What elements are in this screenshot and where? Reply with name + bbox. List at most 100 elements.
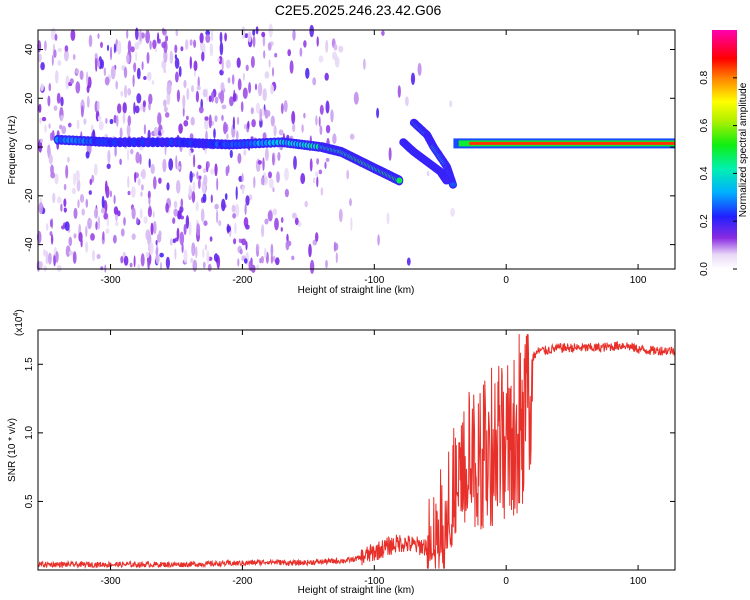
- spectrogram-noise-blob: [204, 118, 209, 130]
- spectrogram-noise-blob: [272, 187, 275, 193]
- spectrogram-noise-blob: [52, 192, 56, 204]
- spectrogram-noise-blob: [193, 39, 197, 48]
- spectrogram-noise-blob: [100, 266, 104, 271]
- spectrogram-noise-blob: [229, 149, 233, 159]
- snr-x-label: Height of straight line (km): [298, 585, 415, 596]
- spectrogram-noise-blob: [105, 117, 108, 124]
- spectrogram-noise-blob: [309, 158, 313, 172]
- spectrogram-noise-blob: [133, 255, 136, 268]
- spectrogram-noise-blob: [96, 100, 100, 112]
- spectrogram-noise-blob: [126, 123, 131, 137]
- spectrogram-noise-blob: [196, 85, 201, 91]
- spectrogram-noise-blob: [208, 114, 212, 129]
- spectrogram-noise-blob: [199, 32, 204, 44]
- spectrogram-noise-blob: [178, 66, 182, 78]
- colorbar-tick-label: 0.2: [699, 214, 710, 228]
- spectrogram-noise-blob: [221, 114, 224, 121]
- spectrogram-noise-blob: [47, 95, 51, 107]
- spectrogram-noise-blob: [247, 31, 252, 43]
- spectrogram-noise-blob: [254, 83, 258, 91]
- snr-x-tick-label: 0: [503, 576, 509, 587]
- spectrogram-noise-blob: [207, 263, 212, 272]
- spectrogram-noise-blob: [134, 41, 140, 50]
- spectrogram-noise-blob: [122, 102, 127, 114]
- spectrogram-noise-blob: [121, 228, 125, 237]
- spectrogram-noise-blob: [190, 116, 195, 126]
- colorbar: [712, 30, 737, 269]
- spectrogram-noise-blob: [174, 57, 180, 69]
- spectrogram-noise-blob: [78, 232, 83, 242]
- spectrogram-noise-blob: [63, 207, 67, 213]
- spectrogram-noise-blob: [127, 40, 132, 54]
- spectrogram-noise-blob: [325, 39, 329, 53]
- spectrogram-noise-blob: [119, 158, 122, 165]
- spectrogram-noise-blob: [153, 126, 159, 137]
- spectrogram-noise-blob: [63, 183, 67, 191]
- spectrogram-noise-blob: [214, 163, 218, 177]
- spectrogram-noise-blob: [168, 158, 174, 171]
- spectrogram-noise-blob: [101, 195, 105, 209]
- spectrogram-noise-blob: [133, 62, 137, 73]
- spectrogram-noise-blob: [201, 51, 205, 62]
- spectrogram-noise-blob: [116, 115, 119, 127]
- spectrogram-noise-blob: [123, 66, 128, 79]
- spectrogram-y-tick-label: -40: [24, 237, 35, 252]
- spectrogram-noise-blob: [173, 208, 178, 217]
- spectrogram-y-tick-label: -20: [24, 188, 35, 203]
- spectrogram-noise-blob: [127, 88, 132, 96]
- spectrogram-noise-blob: [255, 102, 261, 114]
- spectrogram-noise-blob: [146, 71, 152, 81]
- spectrogram-noise: [36, 23, 455, 274]
- spectrogram-noise-blob: [141, 61, 144, 71]
- spectrogram-noise-blob: [40, 138, 43, 143]
- spectrogram-noise-blob: [325, 100, 330, 114]
- spectrogram-noise-blob: [324, 72, 329, 81]
- spectrogram-noise-blob: [165, 35, 169, 42]
- spectrogram-noise-blob: [186, 115, 189, 121]
- spectrogram-noise-blob: [227, 77, 231, 84]
- spectrogram-noise-blob: [169, 238, 173, 246]
- spectrogram-noise-blob: [293, 155, 297, 170]
- spectrogram-noise-blob: [158, 38, 161, 44]
- spectrogram-noise-blob: [250, 56, 255, 68]
- spectrogram-noise-blob: [148, 158, 151, 168]
- spectrogram-frame: [37, 29, 676, 270]
- spectrogram-y-tick-label: 20: [24, 92, 35, 104]
- spectrogram-noise-blob: [89, 178, 93, 186]
- spectrogram-noise-blob: [146, 51, 150, 64]
- spectrogram-noise-blob: [285, 240, 290, 251]
- spectrogram-noise-blob: [72, 251, 77, 264]
- spectrogram-noise-blob: [183, 223, 187, 236]
- spectrogram-noise-blob: [173, 200, 178, 209]
- spectrogram-noise-blob: [85, 71, 89, 86]
- spectrogram-noise-blob: [260, 176, 265, 186]
- spectrogram-noise-blob: [388, 147, 392, 161]
- spectrogram-x-ticks: -300 -200 -100 0 100: [101, 30, 647, 286]
- spectrogram-noise-blob: [333, 44, 338, 51]
- spectrogram-noise-blob: [117, 40, 122, 55]
- spectrogram-noise-blob: [232, 93, 237, 102]
- spectrogram-noise-blob: [48, 154, 53, 165]
- spectrogram-noise-blob: [225, 166, 229, 177]
- spectrogram-noise-blob: [240, 101, 244, 113]
- spectrogram-noise-blob: [315, 115, 318, 126]
- spectrogram-noise-blob: [115, 221, 119, 227]
- spectrogram-noise-blob: [57, 196, 62, 204]
- spectrogram-noise-blob: [139, 29, 142, 42]
- spectrogram-noise-blob: [262, 132, 267, 140]
- spectrogram-noise-blob: [86, 95, 90, 108]
- spectrogram-noise-blob: [349, 198, 352, 207]
- spectrogram-noise-blob: [165, 112, 170, 118]
- spectrogram-noise-blob: [209, 236, 213, 242]
- spectrogram-noise-blob: [177, 210, 182, 219]
- steady-tone-core: [469, 141, 675, 145]
- spectrogram-noise-blob: [60, 203, 63, 212]
- spectrogram-noise-blob: [335, 56, 340, 68]
- spectrogram-noise-blob: [195, 201, 199, 212]
- spectrogram-noise-blob: [113, 114, 117, 124]
- spectrogram-noise-blob: [267, 210, 273, 222]
- spectrogram-noise-blob: [333, 241, 336, 252]
- spectrogram-noise-blob: [224, 32, 228, 42]
- spectrogram-noise-blob: [159, 252, 164, 258]
- spectrogram-noise-blob: [252, 29, 256, 36]
